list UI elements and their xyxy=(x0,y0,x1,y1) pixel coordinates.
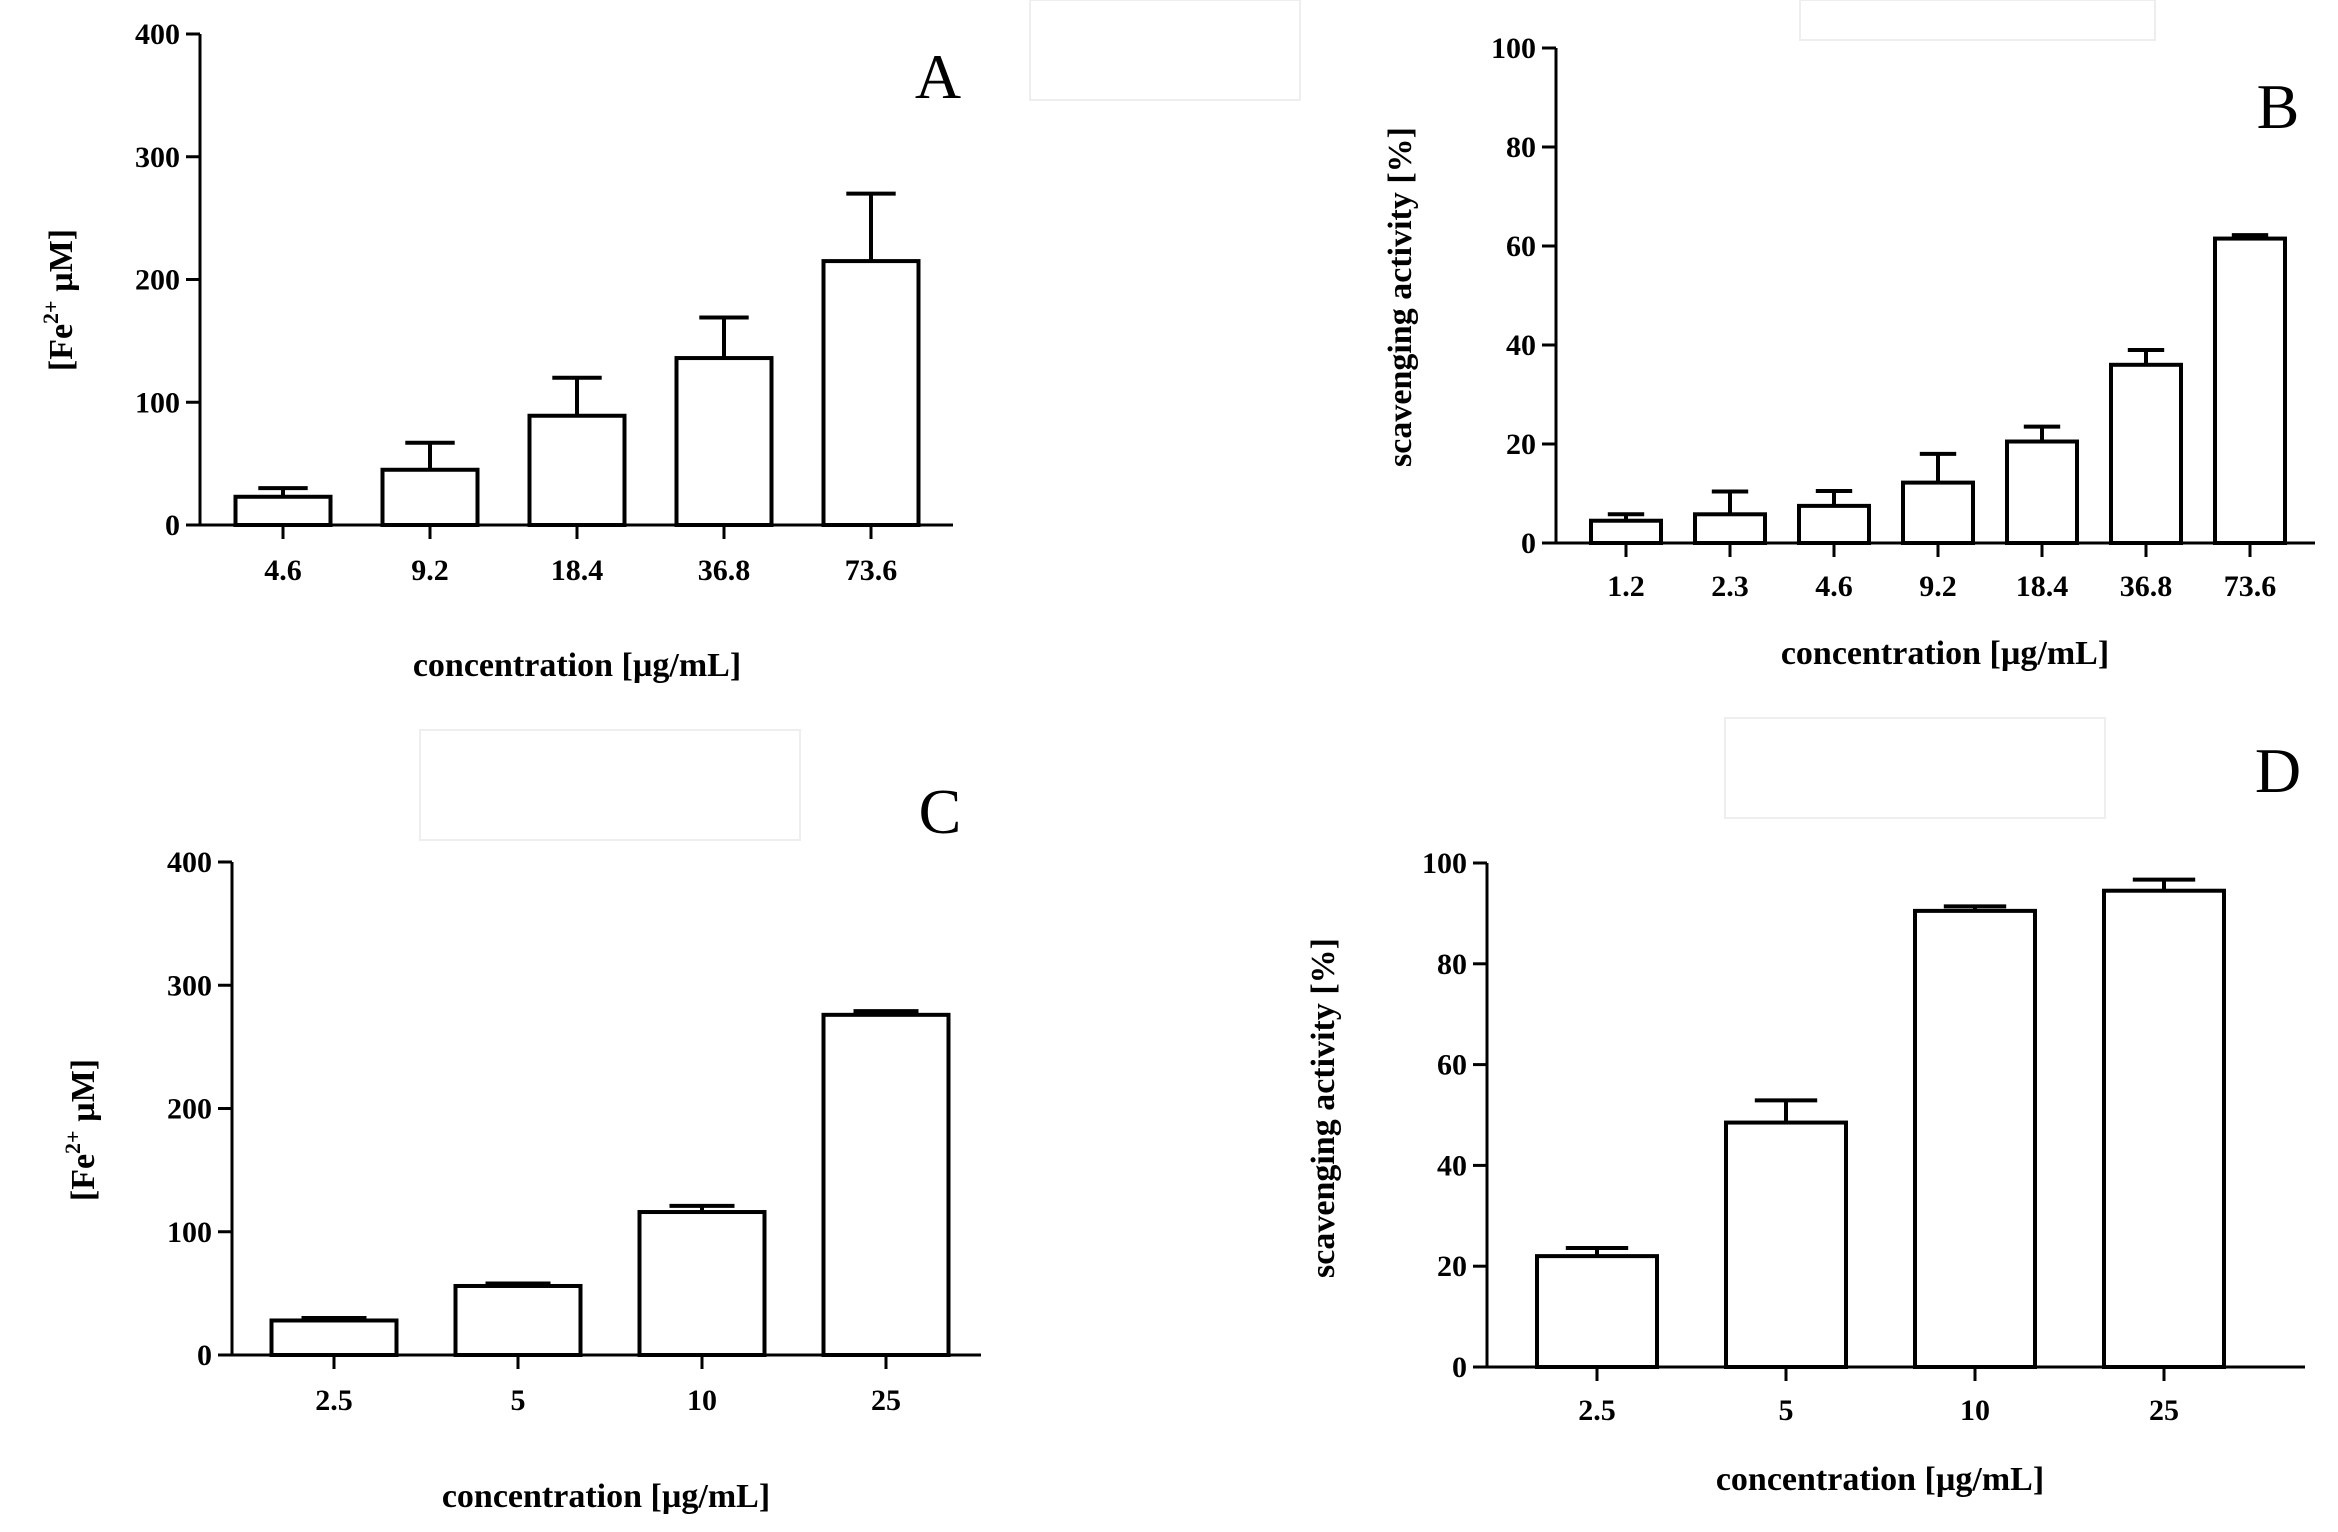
panel-d-axes xyxy=(1485,863,2305,1369)
panel-c-x-tick-label-3: 10 xyxy=(687,1384,717,1417)
panel-b-bar-6 xyxy=(2109,362,2183,545)
panel-b-x-tick-label-7: 73.6 xyxy=(2224,570,2277,603)
panel-a-y-tick-label-1: 0 xyxy=(165,509,180,542)
chart-panel-d: 0 20 40 60 80 100 2.5 5 10 25 scavenging activit… xyxy=(1305,735,2305,1498)
panel-c-letter: C xyxy=(919,776,962,847)
panel-d-x-axis-label: concentration [µg/mL] xyxy=(1716,1461,2044,1498)
panel-b-bar-3 xyxy=(1797,503,1871,545)
panel-d-y-axis-label: scavenging activity [%] xyxy=(1305,938,1342,1278)
panel-d-x-tick-label-1: 2.5 xyxy=(1578,1394,1616,1427)
panel-c-y-tick-label-5: 400 xyxy=(167,846,212,879)
panel-d-y-tick-label-3: 40 xyxy=(1437,1149,1467,1182)
panel-a-y-ticks: 0 100 200 300 400 xyxy=(135,18,200,542)
panel-b-bars xyxy=(1589,236,2287,545)
chart-panel-b: 0 20 40 60 80 100 1.2 2.3 4.6 9.2 18.4 36.8 73.6 sc… xyxy=(1382,32,2315,672)
panel-b-x-tick-label-3: 4.6 xyxy=(1815,570,1853,603)
panel-a-y-tick-label-3: 200 xyxy=(135,264,180,297)
panel-c-x-tick-label-4: 25 xyxy=(871,1384,901,1417)
panel-c-bar-4 xyxy=(821,1012,951,1358)
panel-c-error-bars xyxy=(301,1009,919,1321)
panel-c-x-axis-label: concentration [µg/mL] xyxy=(442,1478,770,1515)
panel-b-x-tick-label-5: 18.4 xyxy=(2016,570,2069,603)
panel-b-bar-5 xyxy=(2005,439,2079,545)
panel-b-x-tick-label-1: 1.2 xyxy=(1607,570,1645,603)
panel-a-y-tick-label-5: 400 xyxy=(135,18,180,51)
panel-d-y-tick-label-5: 80 xyxy=(1437,948,1467,981)
panel-b-y-tick-label-3: 40 xyxy=(1506,329,1536,362)
panel-a-x-tick-label-3: 18.4 xyxy=(551,554,604,587)
panel-d-x-ticks: 2.5 5 10 25 xyxy=(1578,1367,2179,1427)
panel-b-x-tick-label-2: 2.3 xyxy=(1711,570,1749,603)
panel-b-axes xyxy=(1554,48,2315,545)
panel-a-y-tick-label-2: 100 xyxy=(135,386,180,419)
panel-b-y-tick-label-6: 100 xyxy=(1491,32,1536,65)
panel-d-bar-4 xyxy=(2102,888,2226,1369)
panel-c-x-tick-label-2: 5 xyxy=(511,1384,526,1417)
panel-d-error-bars xyxy=(1565,877,2196,1257)
panel-a-x-tick-label-4: 36.8 xyxy=(698,554,751,587)
panel-b-y-tick-label-2: 20 xyxy=(1506,428,1536,461)
panel-c-bars xyxy=(269,1012,951,1358)
panel-d-bar-2 xyxy=(1724,1120,1848,1370)
panel-d-letter: D xyxy=(2255,735,2301,806)
panel-c-bar-1 xyxy=(269,1318,399,1357)
panel-c-x-tick-label-1: 2.5 xyxy=(315,1384,353,1417)
panel-d-y-ticks: 0 20 40 60 80 100 xyxy=(1422,847,1487,1384)
panel-a-y-tick-label-4: 300 xyxy=(135,141,180,174)
panel-d-bar-1 xyxy=(1535,1254,1659,1369)
panel-b-y-axis-label: scavenging activity [%] xyxy=(1382,127,1419,467)
panel-c-y-tick-label-3: 200 xyxy=(167,1093,212,1126)
panel-a-error-bars xyxy=(258,191,896,497)
panel-b-bar-7 xyxy=(2213,236,2287,545)
panel-c-x-ticks: 2.5 5 10 25 xyxy=(315,1355,901,1417)
panel-d-bar-3 xyxy=(1913,908,2037,1369)
panel-d-x-tick-label-3: 10 xyxy=(1960,1394,1990,1427)
panel-a-bars xyxy=(233,259,921,528)
panel-b-bar-1 xyxy=(1589,518,1663,545)
panel-a-x-ticks: 4.6 9.2 18.4 36.8 73.6 xyxy=(264,525,897,587)
panel-b-x-tick-label-4: 9.2 xyxy=(1919,570,1957,603)
panel-b-x-axis-label: concentration [µg/mL] xyxy=(1781,635,2109,672)
panel-a-bar-5 xyxy=(821,259,921,527)
panel-b-error-bars xyxy=(1607,233,2269,521)
panel-b-y-ticks: 0 20 40 60 80 100 xyxy=(1491,32,1556,560)
panel-a-bar-2 xyxy=(380,467,480,528)
chart-panel-a: 0 100 200 300 400 4.6 9.2 18.4 36.8 73.6 [Fe2+ µ… xyxy=(38,18,961,684)
panel-a-x-axis-label: concentration [µg/mL] xyxy=(413,647,741,684)
panel-c-y-ticks: 0 100 200 300 400 xyxy=(167,846,232,1372)
panel-d-y-tick-label-6: 100 xyxy=(1422,847,1467,880)
panel-a-y-axis-label: [Fe2+ µM] xyxy=(38,229,80,371)
panel-a-x-tick-label-5: 73.6 xyxy=(845,554,898,587)
panel-a-x-tick-label-1: 4.6 xyxy=(264,554,302,587)
panel-b-y-tick-label-4: 60 xyxy=(1506,230,1536,263)
panel-a-bar-1 xyxy=(233,494,333,527)
panel-b-bar-4 xyxy=(1901,480,1975,545)
panel-b-y-tick-label-1: 0 xyxy=(1521,527,1536,560)
panel-c-bar-2 xyxy=(453,1283,583,1357)
panel-d-y-tick-label-1: 0 xyxy=(1452,1351,1467,1384)
panel-b-y-tick-label-5: 80 xyxy=(1506,131,1536,164)
panel-d-x-tick-label-2: 5 xyxy=(1779,1394,1794,1427)
panel-d-y-tick-label-2: 20 xyxy=(1437,1250,1467,1283)
panel-a-x-tick-label-2: 9.2 xyxy=(411,554,449,587)
panel-b-letter: B xyxy=(2257,71,2300,142)
panel-a-bar-3 xyxy=(527,413,627,527)
panel-c-y-tick-label-2: 100 xyxy=(167,1216,212,1249)
panel-a-bar-4 xyxy=(674,356,774,527)
chart-panel-c: 0 100 200 300 400 2.5 5 10 25 [Fe2+ µM] concent… xyxy=(60,776,981,1515)
panel-d-y-tick-label-4: 60 xyxy=(1437,1049,1467,1082)
panel-a-letter: A xyxy=(915,41,961,112)
panel-d-x-tick-label-4: 25 xyxy=(2149,1394,2179,1427)
panel-c-y-axis-label: [Fe2+ µM] xyxy=(60,1059,102,1201)
panel-b-x-tick-label-6: 36.8 xyxy=(2120,570,2173,603)
panel-b-x-ticks: 1.2 2.3 4.6 9.2 18.4 36.8 73.6 xyxy=(1607,543,2276,603)
panel-c-bar-3 xyxy=(637,1210,767,1358)
panel-b-bar-2 xyxy=(1693,512,1767,545)
faint-frames xyxy=(419,0,2156,841)
panel-c-y-tick-label-1: 0 xyxy=(197,1339,212,1372)
panel-c-y-tick-label-4: 300 xyxy=(167,969,212,1002)
